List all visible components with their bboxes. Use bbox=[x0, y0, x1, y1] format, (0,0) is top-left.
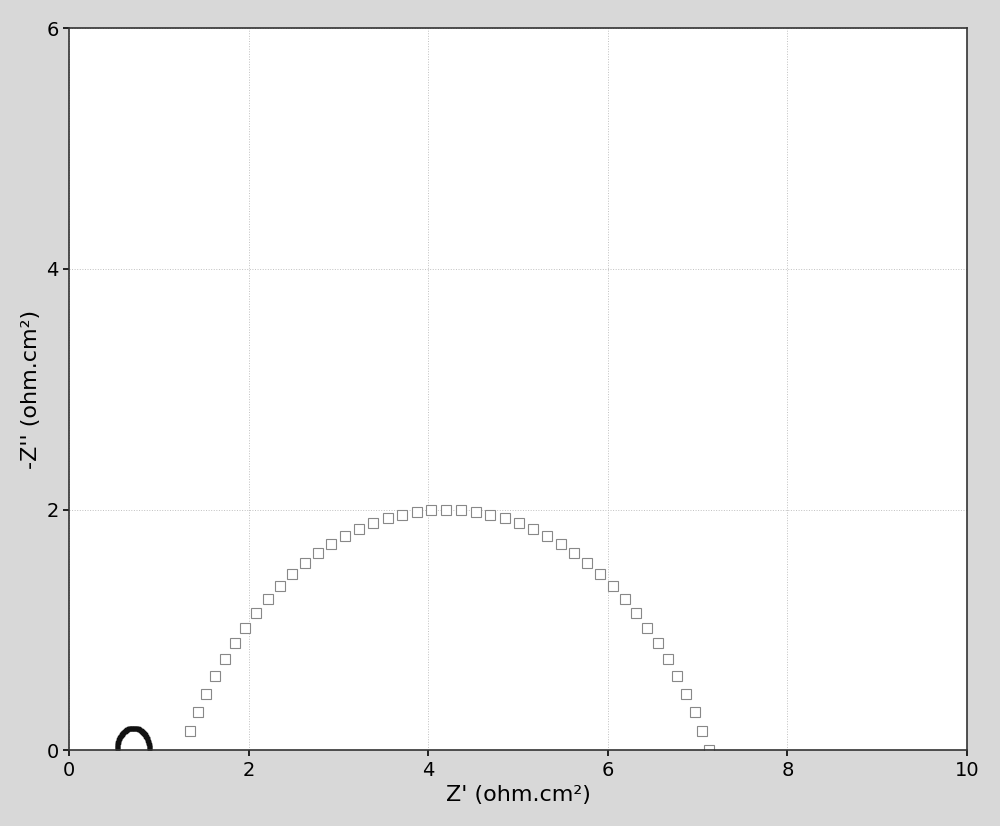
X-axis label: Z' (ohm.cm²): Z' (ohm.cm²) bbox=[446, 786, 590, 805]
Y-axis label: -Z'' (ohm.cm²): -Z'' (ohm.cm²) bbox=[21, 310, 41, 469]
